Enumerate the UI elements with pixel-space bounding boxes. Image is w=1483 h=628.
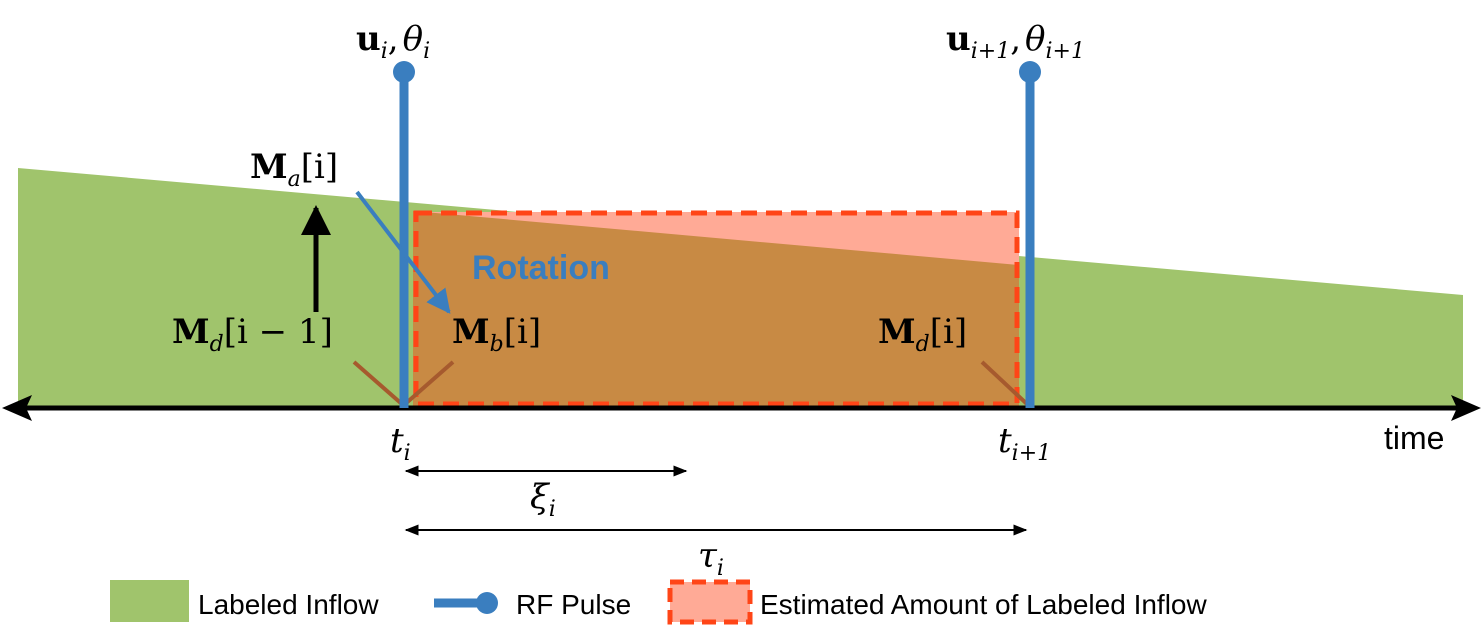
legend-rf-pulse-head <box>476 592 498 614</box>
t-i-label: ti <box>390 421 411 466</box>
pulse-next-label: ui+1, θi+1 <box>946 19 1085 64</box>
m-b-label: Mb[i] <box>452 312 541 357</box>
pulse-i-label: ui, θi <box>356 19 430 64</box>
diagonal-mark-left-a <box>352 360 405 407</box>
time-axis-label: time <box>1384 420 1444 456</box>
m-d-prev-label: Md[i − 1] <box>172 312 333 357</box>
legend-labeled-inflow-label: Labeled Inflow <box>198 589 379 620</box>
m-a-label: Ma[i] <box>250 147 338 192</box>
legend-estimated-swatch <box>667 579 753 625</box>
xi-label: ξi <box>530 477 556 522</box>
legend-rf-pulse-label: RF Pulse <box>516 589 631 620</box>
m-d-label: Md[i] <box>878 312 967 357</box>
estimated-inflow-border <box>413 210 1020 407</box>
legend-labeled-inflow-swatch <box>110 580 189 622</box>
legend-estimated-label: Estimated Amount of Labeled Inflow <box>760 589 1207 620</box>
overlap-area <box>413 211 1019 406</box>
rf-pulse-i-head <box>393 61 415 83</box>
rotation-label: Rotation <box>472 249 610 287</box>
diagonal-mark-left-b <box>402 360 455 407</box>
t-next-label: ti+1 <box>998 421 1051 466</box>
tau-label: τi <box>698 536 724 581</box>
time-axis-left-arrow <box>2 395 32 421</box>
diagonal-mark-right <box>980 360 1030 407</box>
time-axis-right-arrow <box>1451 395 1481 421</box>
legend: Labeled Inflow RF Pulse Estimated Amount… <box>110 579 1207 625</box>
rf-pulse-next-head <box>1019 61 1041 83</box>
rotation-arrow <box>355 190 451 314</box>
